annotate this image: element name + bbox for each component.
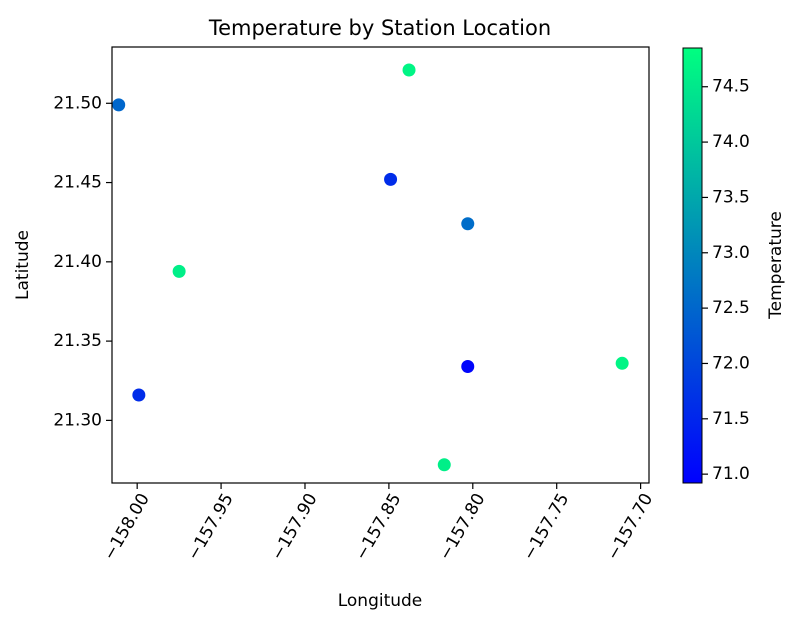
colorbar-tick-label: 71.0	[712, 464, 750, 484]
plot-area-frame	[111, 46, 650, 484]
x-tick-label: −157.90	[267, 490, 321, 564]
y-tick-label: 21.45	[53, 173, 102, 193]
colorbar-tick-label: 74.5	[712, 77, 750, 97]
data-point	[461, 217, 475, 231]
data-point	[615, 356, 629, 370]
colorbar-label: Temperature	[766, 211, 786, 320]
data-points	[112, 63, 629, 472]
data-point	[384, 172, 398, 186]
y-tick-label: 21.40	[53, 252, 102, 272]
x-tick-label: −157.75	[519, 490, 573, 564]
data-point	[112, 98, 126, 112]
colorbar-ticks: 71.0 71.5 72.0 72.5 73.0 73.5 74.0 74.5	[702, 77, 750, 484]
colorbar	[682, 47, 703, 484]
y-axis-ticks: 21.30 21.35 21.40 21.45 21.50	[53, 93, 112, 430]
data-point	[132, 388, 146, 402]
x-axis-label: Longitude	[338, 591, 423, 611]
data-point	[172, 264, 186, 278]
chart-title: Temperature by Station Location	[208, 16, 551, 40]
colorbar-tick-label: 73.0	[712, 243, 750, 263]
y-axis-label: Latitude	[13, 230, 33, 300]
colorbar-tick-label: 72.0	[712, 353, 750, 373]
data-point	[461, 359, 475, 373]
y-tick-label: 21.35	[53, 331, 102, 351]
x-tick-label: −157.80	[435, 490, 489, 564]
x-tick-label: −157.95	[184, 490, 238, 564]
x-tick-label: −158.00	[100, 490, 154, 564]
x-tick-label: −157.85	[351, 490, 405, 564]
colorbar-tick-label: 73.5	[712, 187, 750, 207]
y-tick-label: 21.30	[53, 410, 102, 430]
data-point	[402, 63, 416, 77]
data-point	[437, 458, 451, 472]
x-tick-label: −157.70	[603, 490, 657, 564]
colorbar-tick-label: 74.0	[712, 132, 750, 152]
colorbar-tick-label: 71.5	[712, 409, 750, 429]
x-axis-ticks: −158.00 −157.95 −157.90 −157.85 −157.80 −157.…	[100, 483, 657, 564]
colorbar-tick-label: 72.5	[712, 298, 750, 318]
y-tick-label: 21.50	[53, 93, 102, 113]
